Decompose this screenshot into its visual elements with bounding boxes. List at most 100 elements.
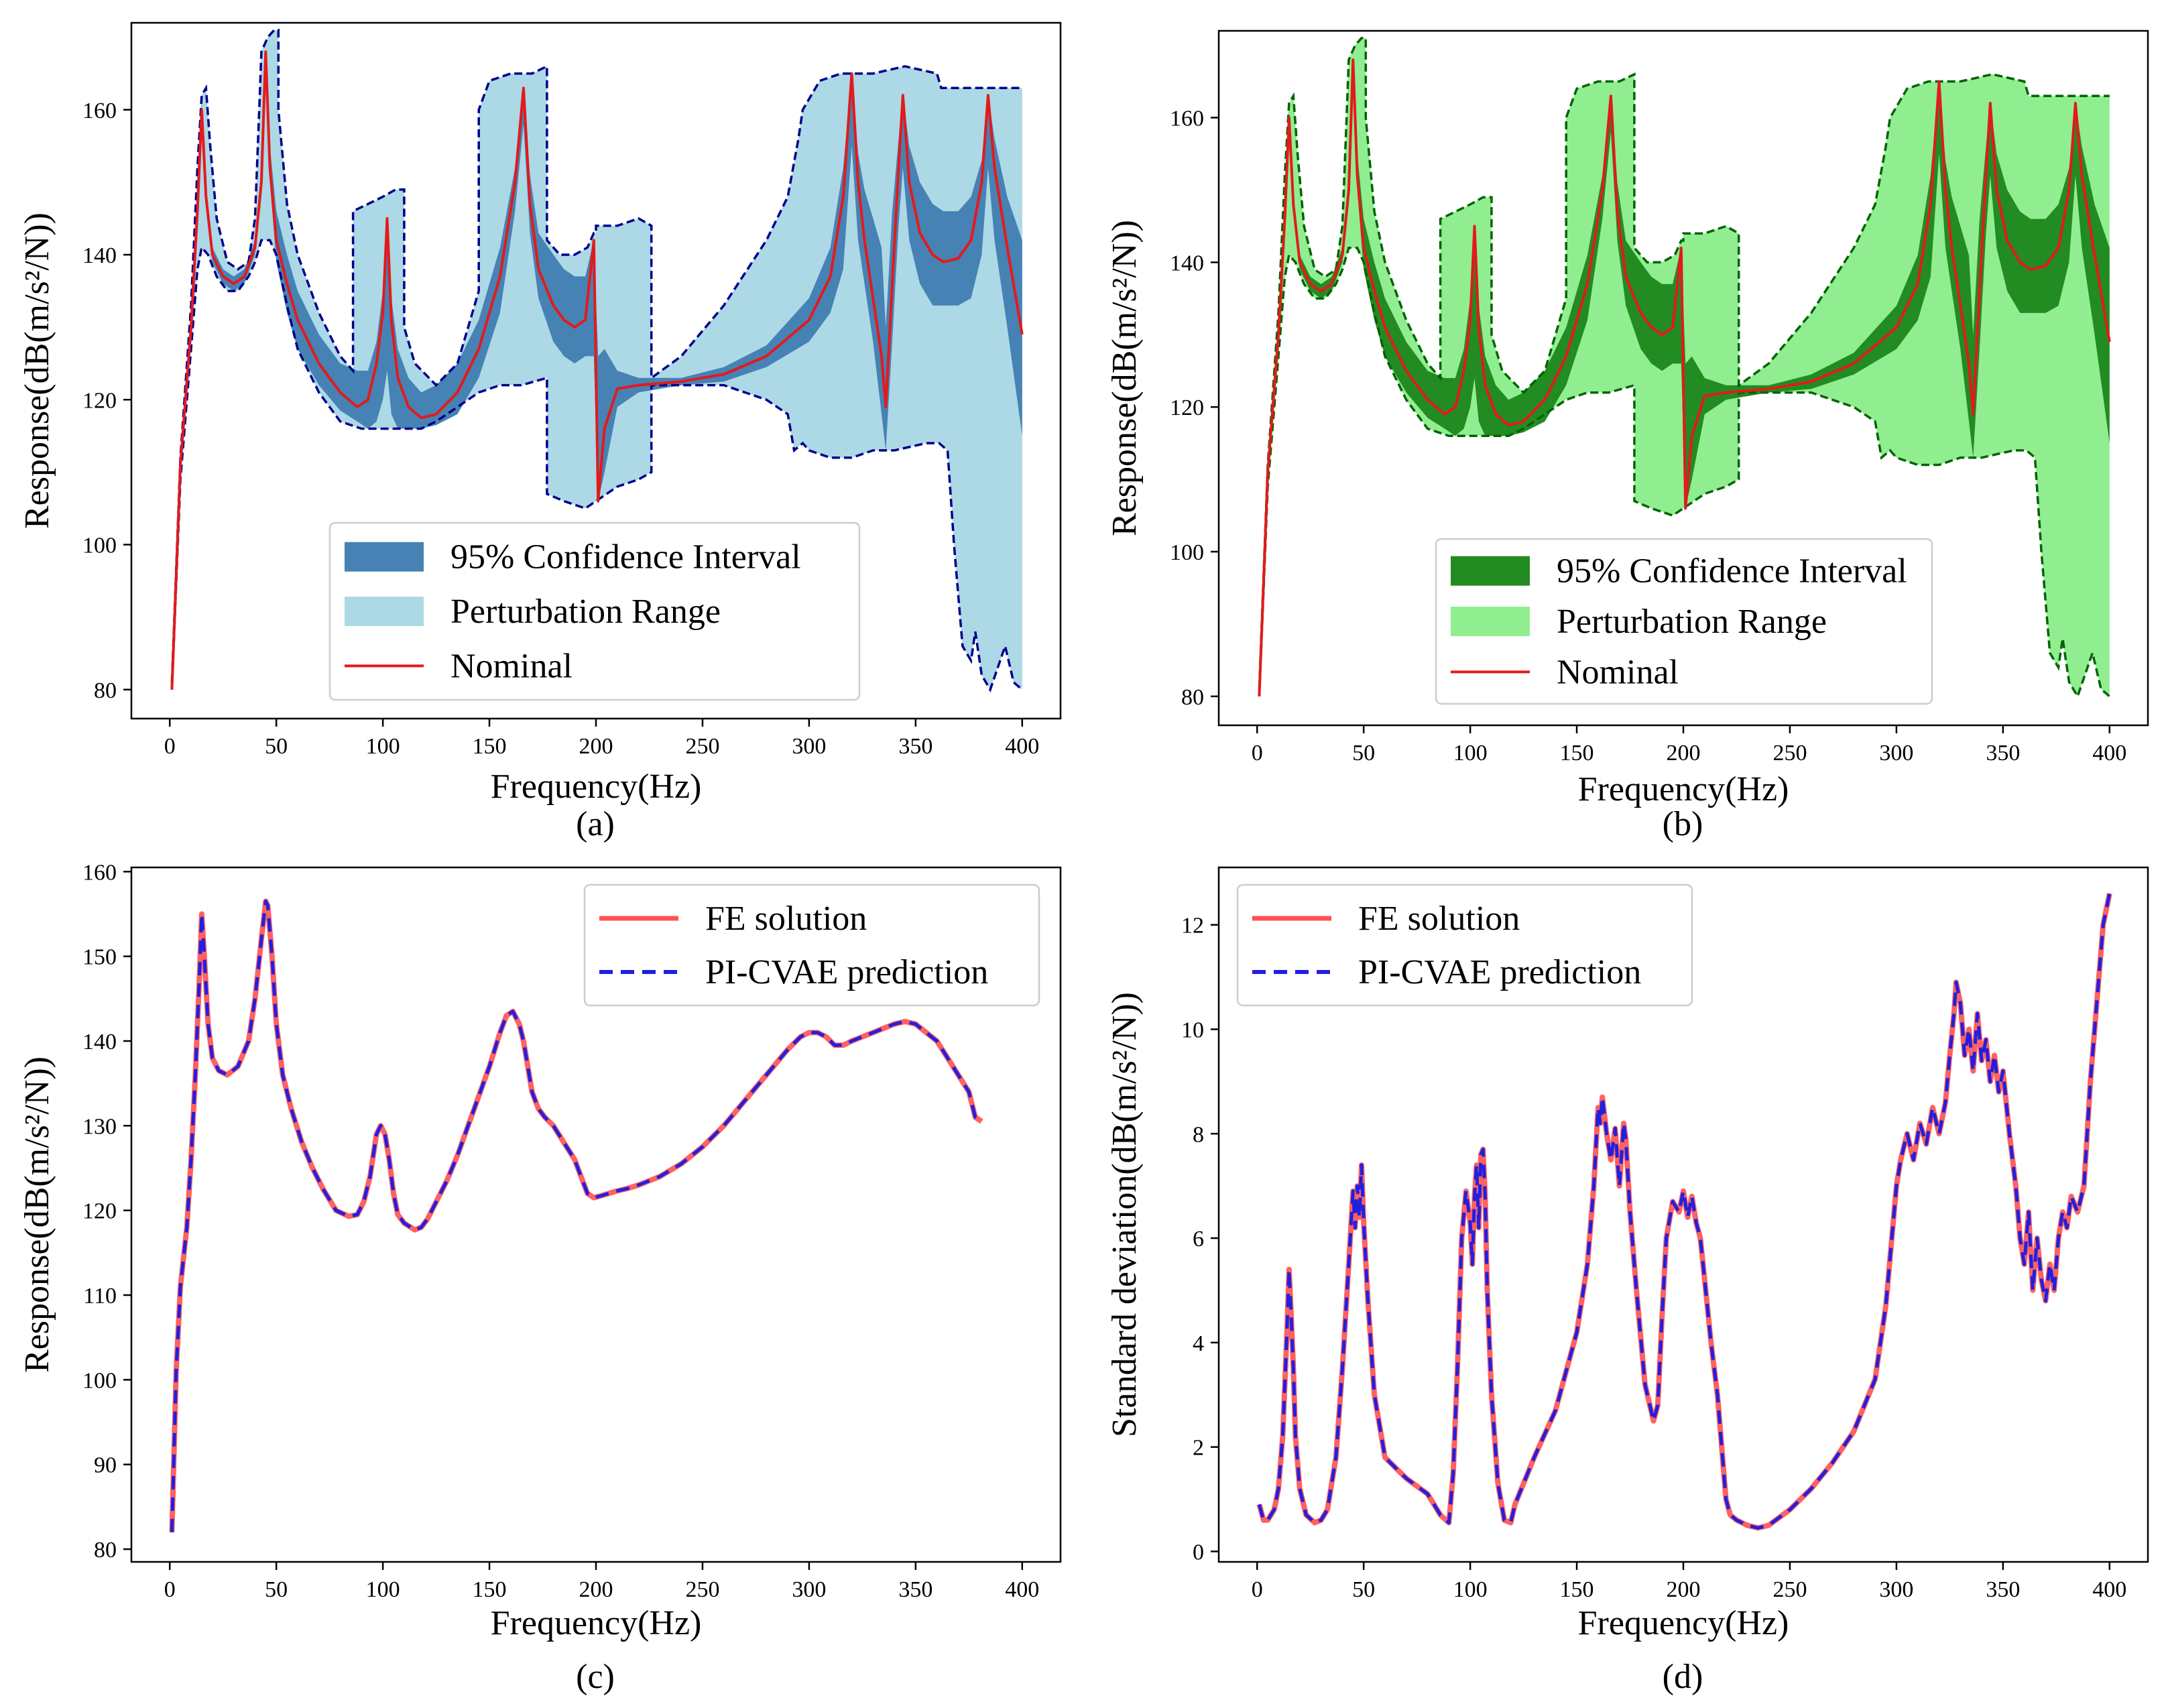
legend-label: Nominal [1557,653,1679,691]
x-tick-label: 400 [2092,741,2126,766]
y-tick-label: 8 [1193,1122,1204,1147]
legend: FE solution PI-CVAE prediction [583,883,1040,1007]
x-tick-label: 300 [1879,741,1913,766]
x-tick-label: 200 [1667,741,1701,766]
x-tick-label: 200 [579,734,613,759]
panel-c: 0 50 100 150 200 250 300 350 400 80 90 100 110 120 130… [18,860,1062,1696]
plot-area-c [169,898,983,1532]
x-tick-label: 50 [1352,741,1375,766]
x-tick-label: 250 [685,1577,719,1602]
legend-swatch [345,542,424,572]
y-tick-label: 12 [1181,914,1204,938]
x-tick-label: 50 [265,1577,288,1602]
panel-b: 0 50 100 150 200 250 300 350 400 80 100 120 140 160 Fr… [1105,29,2149,843]
x-tick-label: 300 [1879,1577,1913,1602]
x-tick-label: 300 [792,734,826,759]
legend-label: Perturbation Range [450,593,721,631]
x-tick-label: 350 [1986,741,2020,766]
y-tick-label: 140 [82,243,117,268]
legend: 95% Confidence Interval Perturbation Rang… [1435,538,1933,705]
y-tick-label: 0 [1193,1540,1204,1565]
x-tick-label: 200 [1667,1577,1701,1602]
nominal-line [1258,58,2111,696]
x-tick-label: 400 [2092,1577,2126,1602]
perturbation-upper-edge [170,29,1022,682]
x-tick-label: 100 [366,734,400,759]
perturbation-lower-edge [1258,247,2110,699]
y-tick-label: 80 [1181,685,1204,710]
legend-label: PI-CVAE prediction [1358,953,1641,991]
y-tick-label: 4 [1193,1331,1204,1356]
panel-label: (d) [1663,1658,1703,1696]
x-tick-label: 50 [1352,1577,1375,1602]
plot-area-d [1256,893,2112,1531]
x-tick-label: 400 [1005,734,1039,759]
x-tick-label: 50 [265,734,288,759]
y-tick-label: 100 [82,1368,117,1393]
plot-area-a [170,29,1024,692]
y-tick-label: 140 [1170,251,1204,276]
y-tick-label: 120 [1170,395,1204,420]
x-axis-label: Frequency(Hz) [491,768,702,806]
y-axis-label: Standard deviation(dB(m/s²/N)) [1105,992,1144,1437]
y-tick-label: 90 [94,1453,117,1478]
y-tick-label: 2 [1193,1436,1204,1461]
y-tick-label: 10 [1181,1018,1204,1042]
y-tick-label: 150 [82,945,117,970]
y-tick-label: 140 [82,1030,117,1054]
x-tick-label: 0 [164,734,176,759]
legend-label: FE solution [705,900,867,938]
x-axis-label: Frequency(Hz) [491,1604,702,1642]
y-tick-label: 160 [82,860,117,885]
pi-cvae-prediction-line [170,900,983,1532]
legend-label: 95% Confidence Interval [450,538,801,576]
x-tick-label: 300 [792,1577,826,1602]
y-tick-label: 80 [94,678,117,703]
x-tick-label: 100 [1453,741,1488,766]
x-tick-label: 150 [1560,1577,1594,1602]
x-tick-label: 200 [579,1577,613,1602]
panel-label: (b) [1663,805,1703,843]
y-tick-label: 130 [82,1114,117,1139]
y-tick-label: 120 [82,388,117,413]
legend-label: Perturbation Range [1557,603,1827,641]
legend: FE solution PI-CVAE prediction [1236,883,1693,1007]
y-tick-label: 80 [94,1538,117,1563]
x-tick-label: 250 [1772,741,1807,766]
y-tick-label: 6 [1193,1227,1204,1252]
legend-box [1435,538,1933,705]
y-tick-label: 100 [82,534,117,558]
nominal-line [170,50,1024,690]
y-tick-label: 110 [83,1284,117,1308]
x-tick-label: 100 [1453,1577,1488,1602]
perturbation-upper-edge [1258,37,2110,690]
plot-area-b [1258,37,2111,699]
x-tick-label: 0 [164,1577,176,1602]
x-tick-label: 350 [898,734,933,759]
y-tick-label: 100 [1170,540,1204,565]
pi-cvae-prediction-line [1257,893,2112,1530]
legend-label: FE solution [1358,900,1520,938]
x-tick-label: 250 [685,734,719,759]
legend-label: Nominal [450,647,573,685]
x-tick-label: 150 [1560,741,1594,766]
legend-swatch [345,597,424,626]
panel-label: (a) [576,805,615,843]
panel-a: 0 50 100 150 200 250 300 350 400 80 100 120 140 160 Fr… [18,21,1062,843]
y-axis-label: Response(dB(m/s²/N)) [18,1056,56,1373]
x-tick-label: 0 [1252,1577,1263,1602]
x-axis-label: Frequency(Hz) [1578,1604,1789,1642]
legend-box [1236,883,1693,1007]
x-tick-label: 150 [473,734,507,759]
legend: 95% Confidence Interval Perturbation Rang… [328,522,861,701]
y-tick-label: 160 [82,99,117,123]
perturbation-lower-edge [170,239,1023,692]
y-tick-label: 120 [82,1199,117,1224]
x-tick-label: 150 [473,1577,507,1602]
legend-box [328,522,861,701]
x-tick-label: 100 [366,1577,400,1602]
x-tick-label: 350 [1986,1577,2020,1602]
panel-d: 0 50 100 150 200 250 300 350 400 0 2 4 6 8 10 12 Frequen… [1105,866,2149,1696]
x-tick-label: 400 [1005,1577,1039,1602]
y-axis-label: Response(dB(m/s²/N)) [18,212,56,529]
